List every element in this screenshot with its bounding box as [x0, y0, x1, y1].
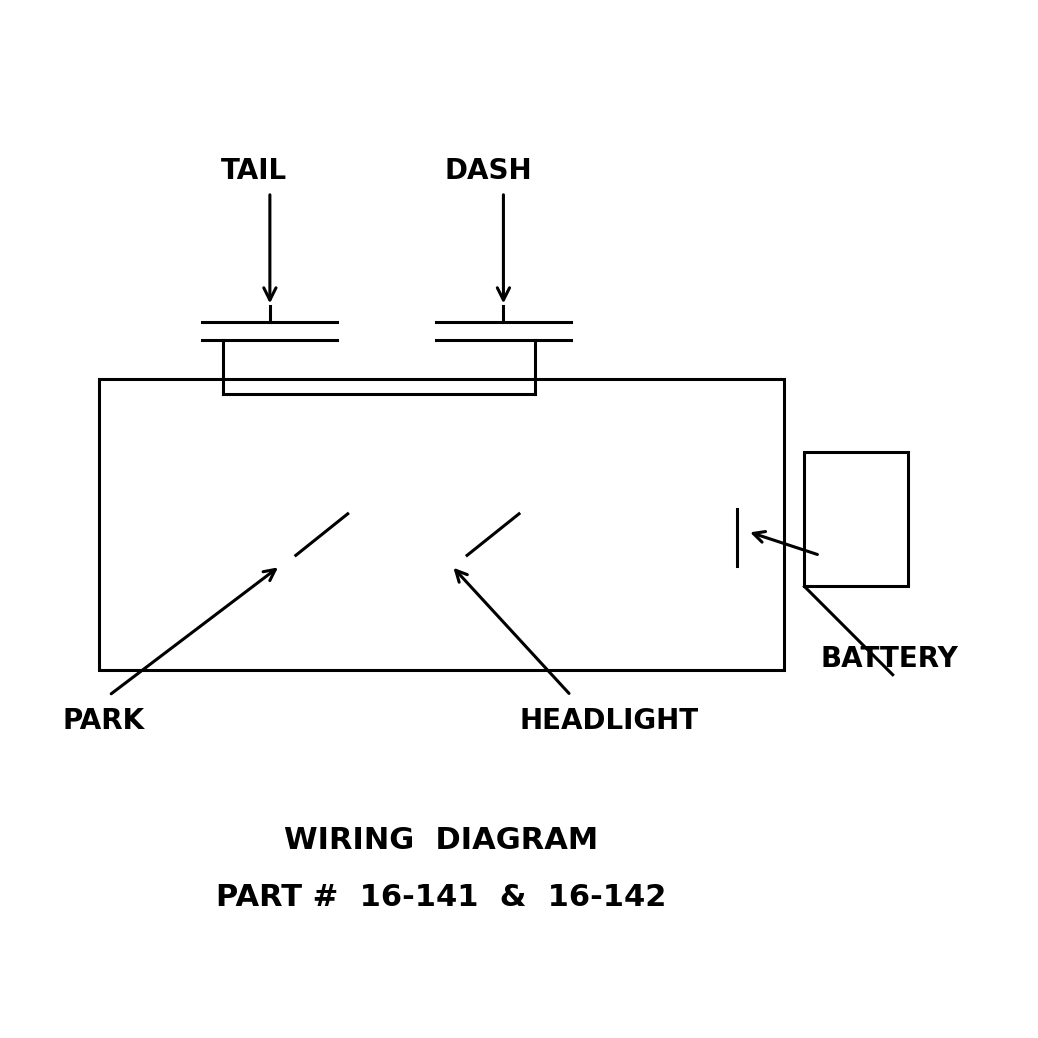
Text: PARK: PARK	[62, 708, 144, 735]
Bar	[804, 452, 908, 586]
Bar	[99, 379, 784, 670]
Text: WIRING  DIAGRAM: WIRING DIAGRAM	[284, 826, 598, 855]
Text: PART #  16-141  &  16-142: PART # 16-141 & 16-142	[216, 883, 666, 912]
Text: DASH: DASH	[444, 158, 531, 185]
Text: HEADLIGHT: HEADLIGHT	[519, 708, 699, 735]
Text: BATTERY: BATTERY	[820, 646, 958, 673]
Text: TAIL: TAIL	[221, 158, 288, 185]
